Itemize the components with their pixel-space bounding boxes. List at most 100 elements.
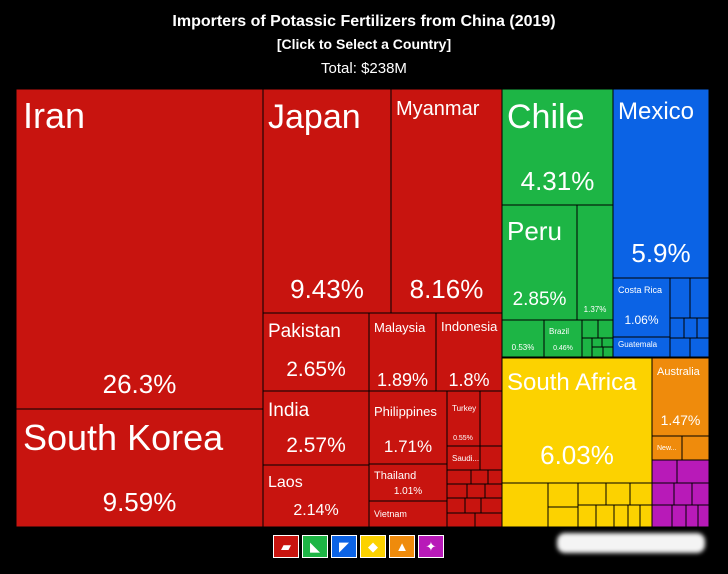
- treemap-cell-south-africa-22[interactable]: [501, 357, 653, 484]
- treemap-cell-laos-11[interactable]: [262, 464, 370, 528]
- treemap-small-cell-americas-north-20[interactable]: [669, 277, 691, 319]
- europe-icon[interactable]: ✦: [418, 535, 444, 558]
- treemap-small-cell-asia-12[interactable]: [474, 512, 503, 528]
- treemap-small-cell-americas-south-13[interactable]: [581, 319, 599, 339]
- north-america-icon[interactable]: ◤: [331, 535, 357, 558]
- share-label-iran-0: 26.3%: [103, 369, 177, 399]
- treemap-small-cell-africa-36[interactable]: [627, 504, 641, 528]
- treemap-cell-south-korea-1[interactable]: [15, 408, 264, 528]
- treemap-cell-australia-23[interactable]: [651, 357, 710, 437]
- chart-subtitle-select-country[interactable]: [Click to Select a Country]: [276, 36, 452, 52]
- treemap-small-cell-africa-30[interactable]: [577, 482, 607, 506]
- country-label-new: New...: [657, 445, 677, 452]
- south-america-icon[interactable]: ◣: [302, 535, 328, 558]
- treemap-small-cell-americas-north-23[interactable]: [683, 317, 698, 339]
- treemap-small-cell-asia-3[interactable]: [470, 469, 489, 485]
- treemap-small-cell-africa-28[interactable]: [547, 482, 579, 508]
- treemap-small-cell-asia-8[interactable]: [446, 497, 466, 514]
- treemap-cell-turkey-9[interactable]: [446, 390, 481, 447]
- country-label-india: India: [268, 400, 310, 421]
- treemap-small-cell-europe-39[interactable]: [651, 459, 678, 484]
- treemap-small-cell-asia-10[interactable]: [480, 497, 503, 514]
- treemap-small-cell-europe-45[interactable]: [671, 504, 687, 528]
- region-legend[interactable]: ▰ ◣ ◤ ◆ ▲ ✦: [273, 535, 444, 558]
- country-label-japan: Japan: [268, 98, 361, 136]
- treemap-small-cell-americas-south-15[interactable]: [581, 337, 593, 358]
- treemap-cell-pakistan-4[interactable]: [262, 312, 370, 392]
- treemap-small-cell-americas-south-14[interactable]: [597, 319, 614, 339]
- treemap-small-cell-africa-32[interactable]: [629, 482, 653, 506]
- share-label-malaysia-5: 1.89%: [377, 370, 428, 390]
- share-label-south-africa-22: 6.03%: [540, 440, 614, 470]
- treemap-cell-japan-2[interactable]: [262, 88, 392, 314]
- treemap-small-cell-americas-south-17[interactable]: [601, 337, 614, 348]
- treemap-small-cell-europe-42[interactable]: [673, 482, 693, 506]
- treemap-cell-myanmar-3[interactable]: [390, 88, 503, 314]
- treemap-small-cell-asia-5[interactable]: [446, 483, 468, 499]
- treemap-cell-peru-15[interactable]: [501, 204, 578, 321]
- treemap-small-cell-europe-47[interactable]: [697, 504, 710, 528]
- treemap-small-cell-asia-9[interactable]: [464, 497, 482, 514]
- share-label-peru-15: 2.85%: [513, 289, 567, 310]
- treemap-small-cell-asia-0[interactable]: [479, 390, 503, 447]
- treemap-small-cell-americas-north-25[interactable]: [669, 337, 691, 358]
- share-label-costa-rica-20: 1.06%: [624, 313, 658, 327]
- treemap-small-cell-asia-11[interactable]: [446, 512, 476, 528]
- country-label-thailand: Thailand: [374, 470, 416, 482]
- asia-icon[interactable]: ▰: [273, 535, 299, 558]
- treemap-small-cell-asia-1[interactable]: [479, 445, 503, 471]
- treemap-small-cell-africa-33[interactable]: [577, 504, 597, 528]
- treemap-small-cell-europe-40[interactable]: [676, 459, 710, 484]
- treemap-small-cell-africa-31[interactable]: [605, 482, 631, 506]
- country-label-vietnam: Vietnam: [374, 509, 407, 519]
- treemap-cell-chile-14[interactable]: [501, 88, 614, 206]
- treemap-small-cell-asia-7[interactable]: [484, 483, 503, 499]
- treemap-small-cell-asia-2[interactable]: [446, 469, 472, 485]
- treemap-cell-unlabeled-17[interactable]: [501, 319, 545, 358]
- share-label-japan-2: 9.43%: [290, 274, 364, 304]
- country-label-south-africa: South Africa: [507, 369, 637, 396]
- country-label-indonesia: Indonesia: [441, 319, 498, 334]
- treemap-cell-indonesia-6[interactable]: [435, 312, 503, 392]
- treemap-cell-vietnam-13[interactable]: [368, 500, 448, 528]
- share-label-turkey-9: 0.55%: [453, 435, 473, 442]
- treemap-small-cell-americas-north-26[interactable]: [689, 337, 710, 358]
- africa-icon[interactable]: ◆: [360, 535, 386, 558]
- treemap-cell-unlabeled-16[interactable]: [576, 204, 614, 321]
- treemap-small-cell-europe-46[interactable]: [685, 504, 699, 528]
- treemap-cell-mexico-19[interactable]: [612, 88, 710, 279]
- share-label-chile-14: 4.31%: [521, 166, 595, 196]
- country-label-laos: Laos: [268, 474, 303, 491]
- treemap-small-cell-africa-35[interactable]: [613, 504, 629, 528]
- treemap-small-cell-americas-south-18[interactable]: [591, 346, 604, 358]
- treemap-small-cell-americas-south-16[interactable]: [591, 337, 603, 348]
- treemap-cell-malaysia-5[interactable]: [368, 312, 437, 392]
- treemap-small-cell-asia-6[interactable]: [466, 483, 486, 499]
- treemap-small-cell-europe-43[interactable]: [691, 482, 710, 506]
- treemap-small-cell-africa-37[interactable]: [639, 504, 653, 528]
- treemap-cell-costa-rica-20[interactable]: [612, 277, 671, 338]
- treemap-small-cell-africa-34[interactable]: [595, 504, 615, 528]
- treemap-small-cell-europe-41[interactable]: [651, 482, 675, 506]
- treemap-small-cell-africa-29[interactable]: [547, 506, 579, 528]
- treemap-small-cell-americas-north-24[interactable]: [696, 317, 710, 339]
- treemap-small-cell-americas-south-19[interactable]: [602, 346, 614, 358]
- country-label-south-korea: South Korea: [23, 417, 224, 458]
- treemap-small-cell-americas-north-22[interactable]: [669, 317, 685, 339]
- chart-title: Importers of Potassic Fertilizers from C…: [172, 13, 556, 30]
- treemap-small-cell-africa-27[interactable]: [501, 482, 549, 528]
- country-label-myanmar: Myanmar: [396, 98, 480, 120]
- oceania-icon[interactable]: ▲: [389, 535, 415, 558]
- country-label-brazil: Brazil: [549, 327, 569, 336]
- treemap-cell-iran-0[interactable]: [15, 88, 264, 410]
- treemap-small-cell-oceania-38[interactable]: [681, 435, 710, 461]
- treemap-cell-india-7[interactable]: [262, 390, 370, 466]
- country-label-costa-rica: Costa Rica: [618, 285, 662, 295]
- share-label-brazil-18: 0.46%: [553, 345, 573, 352]
- country-label-peru: Peru: [507, 216, 562, 246]
- treemap-small-cell-asia-4[interactable]: [487, 469, 503, 485]
- treemap-small-cell-europe-44[interactable]: [651, 504, 673, 528]
- treemap-small-cell-americas-north-21[interactable]: [689, 277, 710, 319]
- country-label-malaysia: Malaysia: [374, 320, 426, 335]
